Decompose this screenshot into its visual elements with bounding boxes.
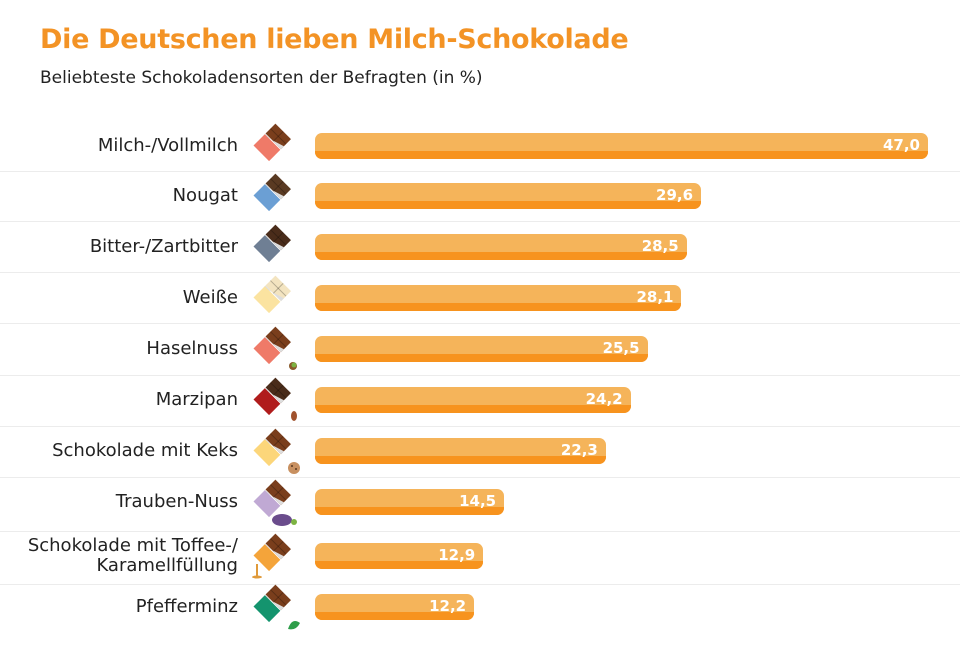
bar-shade — [315, 561, 484, 569]
row-divider — [0, 323, 960, 324]
nougat-chocolate-icon — [252, 172, 302, 222]
row-divider — [0, 426, 960, 427]
caramel-chocolate-icon — [252, 532, 302, 582]
chart-title: Die Deutschen lieben Milch-Schokolade — [40, 24, 629, 55]
bar: 47,0 — [315, 133, 928, 159]
bar-shade — [315, 456, 606, 464]
row-divider — [0, 272, 960, 273]
value-label: 47,0 — [882, 136, 920, 154]
value-label: 24,2 — [585, 390, 623, 408]
bar-shade — [315, 252, 687, 260]
bar: 28,5 — [315, 234, 687, 260]
row-divider — [0, 531, 960, 532]
bar: 25,5 — [315, 336, 648, 362]
bar-shade — [315, 303, 682, 311]
value-label: 29,6 — [656, 186, 694, 204]
category-label: Bitter-/Zartbitter — [89, 236, 238, 257]
category-label: Weiße — [182, 287, 238, 308]
peppermint-chocolate-icon — [252, 583, 302, 633]
row-divider — [0, 221, 960, 222]
bar: 12,9 — [315, 543, 484, 569]
category-label: Milch-/Vollmilch — [97, 135, 238, 156]
bar-shade — [315, 354, 648, 362]
cookie-chocolate-icon — [252, 427, 302, 477]
bar: 22,3 — [315, 438, 606, 464]
value-label: 25,5 — [602, 339, 640, 357]
category-label: Haselnuss — [146, 338, 238, 359]
value-label: 28,5 — [641, 237, 679, 255]
row-divider — [0, 584, 960, 585]
white-chocolate-icon — [252, 274, 302, 324]
bar-shade — [315, 612, 475, 620]
bar-shade — [315, 201, 702, 209]
bar: 29,6 — [315, 183, 702, 209]
category-label: Trauben-Nuss — [115, 491, 238, 512]
value-label: 28,1 — [636, 288, 674, 306]
bar-shade — [315, 405, 631, 413]
milk-chocolate-icon — [252, 122, 302, 172]
value-label: 14,5 — [459, 492, 497, 510]
bar-shade — [315, 507, 505, 515]
bar-shade — [315, 151, 928, 159]
category-label: Pfefferminz — [135, 596, 238, 617]
dark-chocolate-icon — [252, 223, 302, 273]
marzipan-chocolate-icon — [252, 376, 302, 426]
value-label: 12,2 — [429, 597, 467, 615]
category-label: Nougat — [172, 185, 238, 206]
value-label: 22,3 — [560, 441, 598, 459]
bar: 28,1 — [315, 285, 682, 311]
raisin-nut-chocolate-icon — [252, 478, 302, 528]
hazelnut-chocolate-icon — [252, 325, 302, 375]
bar: 14,5 — [315, 489, 505, 515]
row-divider — [0, 477, 960, 478]
value-label: 12,9 — [438, 546, 476, 564]
category-label: Schokolade mit Keks — [52, 440, 238, 461]
row-divider — [0, 171, 960, 172]
bar: 24,2 — [315, 387, 631, 413]
row-divider — [0, 375, 960, 376]
category-label: Marzipan — [155, 389, 238, 410]
chart-subtitle: Beliebteste Schokoladensorten der Befrag… — [40, 68, 483, 88]
category-label: Schokolade mit Toffee-/ Karamellfüllung — [27, 535, 238, 576]
bar: 12,2 — [315, 594, 475, 620]
